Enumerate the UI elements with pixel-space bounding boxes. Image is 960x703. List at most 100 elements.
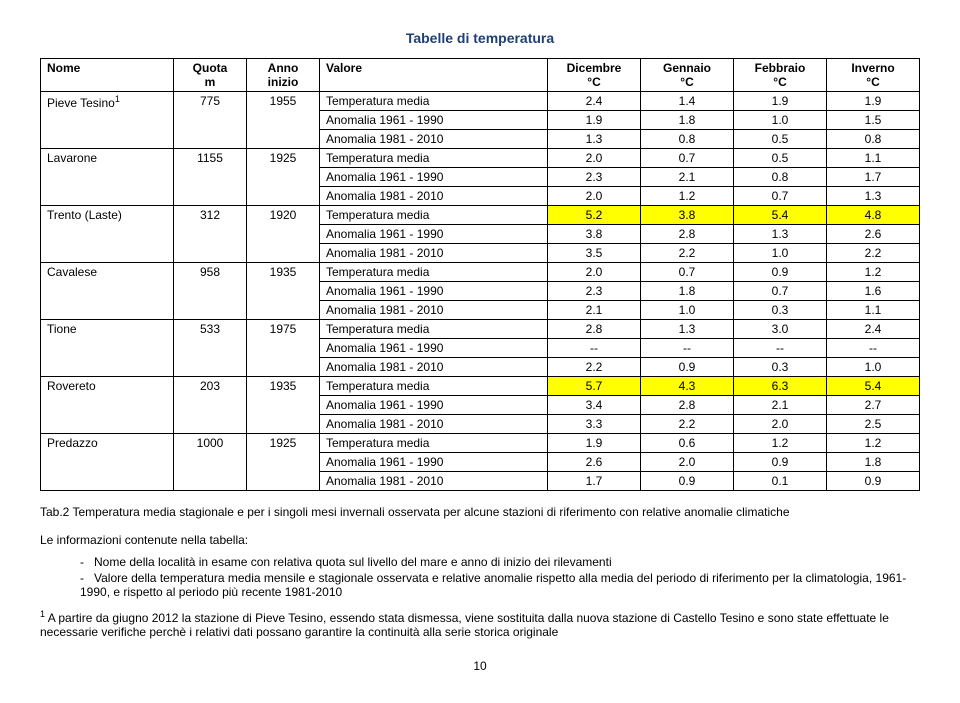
station-name: Cavalese bbox=[41, 263, 174, 320]
station-quota: 533 bbox=[174, 320, 247, 377]
valore-label: Temperatura media bbox=[320, 92, 548, 111]
value-cell: 1.8 bbox=[641, 111, 734, 130]
station-anno: 1935 bbox=[247, 377, 320, 434]
value-cell: 5.7 bbox=[548, 377, 641, 396]
value-cell: 0.5 bbox=[734, 130, 827, 149]
value-cell: 1.7 bbox=[548, 472, 641, 491]
col-dicembre: Dicembre°C bbox=[548, 59, 641, 92]
value-cell: 0.7 bbox=[734, 282, 827, 301]
value-cell: 3.4 bbox=[548, 396, 641, 415]
valore-label: Anomalia 1981 - 2010 bbox=[320, 472, 548, 491]
list-item: - Nome della località in esame con relat… bbox=[80, 555, 920, 569]
value-cell: 1.1 bbox=[827, 301, 920, 320]
value-cell: 1.0 bbox=[827, 358, 920, 377]
value-cell: 2.1 bbox=[641, 168, 734, 187]
station-anno: 1925 bbox=[247, 149, 320, 206]
value-cell: 1.9 bbox=[548, 111, 641, 130]
value-cell: 2.3 bbox=[548, 168, 641, 187]
value-cell: 3.0 bbox=[734, 320, 827, 339]
value-cell: 1.4 bbox=[641, 92, 734, 111]
valore-label: Anomalia 1981 - 2010 bbox=[320, 187, 548, 206]
station-name: Pieve Tesino1 bbox=[41, 92, 174, 149]
value-cell: 3.8 bbox=[641, 206, 734, 225]
value-cell: 2.8 bbox=[548, 320, 641, 339]
valore-label: Anomalia 1981 - 2010 bbox=[320, 130, 548, 149]
value-cell: 4.3 bbox=[641, 377, 734, 396]
value-cell: -- bbox=[734, 339, 827, 358]
value-cell: 5.4 bbox=[827, 377, 920, 396]
station-quota: 775 bbox=[174, 92, 247, 149]
station-name: Predazzo bbox=[41, 434, 174, 491]
valore-label: Anomalia 1961 - 1990 bbox=[320, 168, 548, 187]
valore-label: Anomalia 1961 - 1990 bbox=[320, 111, 548, 130]
valore-label: Anomalia 1961 - 1990 bbox=[320, 396, 548, 415]
value-cell: -- bbox=[641, 339, 734, 358]
list-item: - Valore della temperatura media mensile… bbox=[80, 571, 920, 599]
value-cell: 0.3 bbox=[734, 301, 827, 320]
temperature-table: Nome Quotam Annoinizio Valore Dicembre°C… bbox=[40, 58, 920, 491]
value-cell: 0.8 bbox=[827, 130, 920, 149]
col-gennaio: Gennaio°C bbox=[641, 59, 734, 92]
value-cell: 4.8 bbox=[827, 206, 920, 225]
station-quota: 958 bbox=[174, 263, 247, 320]
col-anno: Annoinizio bbox=[247, 59, 320, 92]
value-cell: 2.2 bbox=[827, 244, 920, 263]
valore-label: Anomalia 1961 - 1990 bbox=[320, 225, 548, 244]
value-cell: 2.7 bbox=[827, 396, 920, 415]
valore-label: Anomalia 1961 - 1990 bbox=[320, 339, 548, 358]
value-cell: 1.9 bbox=[827, 92, 920, 111]
value-cell: -- bbox=[827, 339, 920, 358]
value-cell: 3.5 bbox=[548, 244, 641, 263]
value-cell: 1.3 bbox=[641, 320, 734, 339]
value-cell: 0.7 bbox=[734, 187, 827, 206]
valore-label: Anomalia 1981 - 2010 bbox=[320, 358, 548, 377]
value-cell: 6.3 bbox=[734, 377, 827, 396]
station-name: Lavarone bbox=[41, 149, 174, 206]
table-row: Cavalese9581935Temperatura media2.00.70.… bbox=[41, 263, 920, 282]
value-cell: 2.2 bbox=[641, 244, 734, 263]
valore-label: Temperatura media bbox=[320, 263, 548, 282]
value-cell: 1.5 bbox=[827, 111, 920, 130]
station-anno: 1955 bbox=[247, 92, 320, 149]
value-cell: 2.4 bbox=[827, 320, 920, 339]
value-cell: 2.0 bbox=[548, 263, 641, 282]
value-cell: 2.6 bbox=[548, 453, 641, 472]
valore-label: Anomalia 1961 - 1990 bbox=[320, 282, 548, 301]
valore-label: Temperatura media bbox=[320, 206, 548, 225]
value-cell: 3.8 bbox=[548, 225, 641, 244]
table-row: Pieve Tesino17751955Temperatura media2.4… bbox=[41, 92, 920, 111]
value-cell: 1.2 bbox=[734, 434, 827, 453]
value-cell: 1.1 bbox=[827, 149, 920, 168]
valore-label: Temperatura media bbox=[320, 149, 548, 168]
value-cell: 1.0 bbox=[641, 301, 734, 320]
col-febbraio: Febbraio°C bbox=[734, 59, 827, 92]
table-row: Lavarone11551925Temperatura media2.00.70… bbox=[41, 149, 920, 168]
value-cell: 1.6 bbox=[827, 282, 920, 301]
value-cell: 1.9 bbox=[734, 92, 827, 111]
col-quota: Quotam bbox=[174, 59, 247, 92]
value-cell: 2.0 bbox=[734, 415, 827, 434]
value-cell: 0.9 bbox=[827, 472, 920, 491]
table-row: Tione5331975Temperatura media2.81.33.02.… bbox=[41, 320, 920, 339]
value-cell: 1.7 bbox=[827, 168, 920, 187]
value-cell: 2.3 bbox=[548, 282, 641, 301]
value-cell: 1.3 bbox=[734, 225, 827, 244]
table-caption: Tab.2 Temperatura media stagionale e per… bbox=[40, 505, 920, 519]
value-cell: 0.5 bbox=[734, 149, 827, 168]
station-anno: 1975 bbox=[247, 320, 320, 377]
value-cell: 1.3 bbox=[548, 130, 641, 149]
value-cell: 1.2 bbox=[641, 187, 734, 206]
value-cell: 1.2 bbox=[827, 434, 920, 453]
value-cell: 0.1 bbox=[734, 472, 827, 491]
value-cell: 0.9 bbox=[734, 453, 827, 472]
value-cell: 0.9 bbox=[641, 472, 734, 491]
table-header-row: Nome Quotam Annoinizio Valore Dicembre°C… bbox=[41, 59, 920, 92]
col-valore: Valore bbox=[320, 59, 548, 92]
valore-label: Anomalia 1981 - 2010 bbox=[320, 415, 548, 434]
station-anno: 1925 bbox=[247, 434, 320, 491]
table-row: Predazzo10001925Temperatura media1.90.61… bbox=[41, 434, 920, 453]
value-cell: 2.8 bbox=[641, 396, 734, 415]
station-anno: 1935 bbox=[247, 263, 320, 320]
value-cell: 2.2 bbox=[548, 358, 641, 377]
value-cell: 2.0 bbox=[548, 187, 641, 206]
